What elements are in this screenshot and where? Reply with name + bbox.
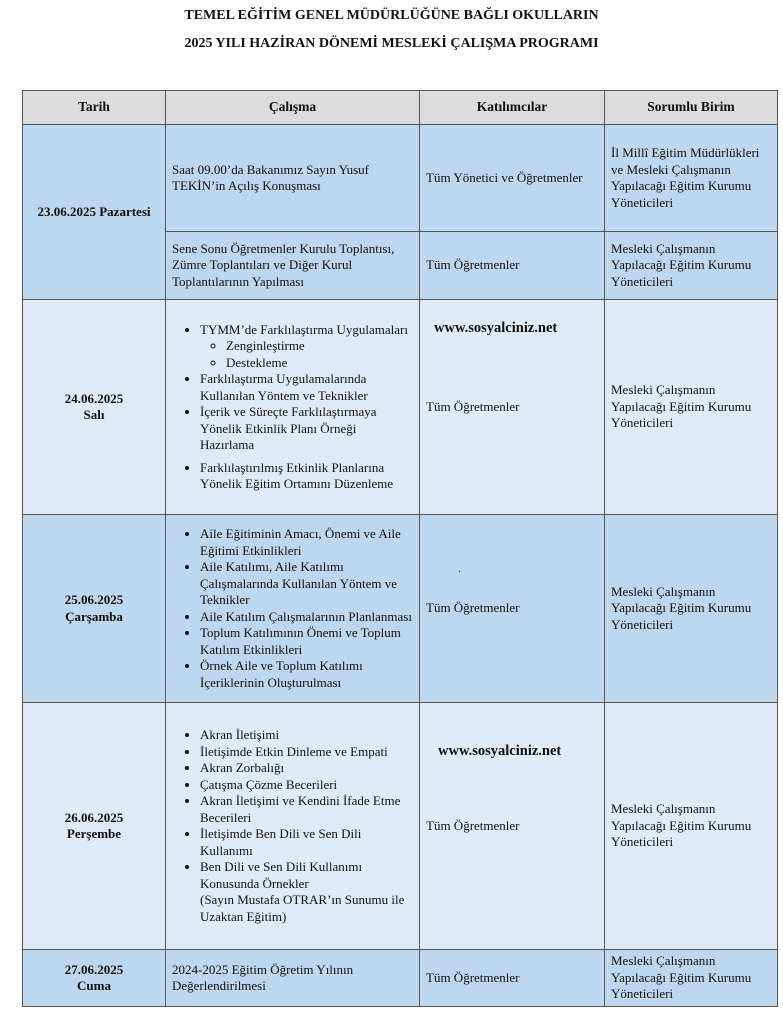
work-cell: TYMM’de Farklılaştırma Uygulamaları Zeng…: [165, 299, 420, 515]
program-table: Tarih Çalışma Katılımcılar Sorumlu Birim…: [22, 90, 778, 1007]
document-title-line1: TEMEL EĞİTİM GENEL MÜDÜRLÜĞÜNE BAĞLI OKU…: [184, 8, 599, 23]
participants-cell: www.sosyalciniz.net Tüm Öğretmenler: [419, 702, 605, 950]
header-participants: Katılımcılar: [419, 90, 605, 125]
work-cell: Aile Eğitiminin Amacı, Önemi ve Aile Eği…: [165, 514, 420, 703]
date-cell: 25.06.2025 Çarşamba: [22, 514, 166, 703]
work-cell: Sene Sonu Öğretmenler Kurulu Toplantısı,…: [165, 231, 420, 300]
date-cell: 24.06.2025 Salı: [22, 299, 166, 515]
header-row: Tarih Çalışma Katılımcılar Sorumlu Birim: [22, 90, 778, 125]
responsible-cell: Mesleki Çalışmanın Yapılacağı Eğitim Kur…: [604, 702, 778, 950]
list-item: Farklılaştırma Uygulamalarında Kullanıla…: [200, 371, 413, 404]
note: (Sayın Mustafa OTRAR’ın Sunumu ile Uzakt…: [200, 892, 405, 924]
responsible-cell: Mesleki Çalışmanın Yapılacağı Eğitim Kur…: [604, 299, 778, 515]
work-cell: Saat 09.00’da Bakanımız Sayın Yusuf TEKİ…: [165, 124, 420, 232]
table-row: Sene Sonu Öğretmenler Kurulu Toplantısı,…: [23, 231, 778, 300]
sub-list-item: Destekleme: [226, 355, 413, 372]
header-date: Tarih: [22, 90, 166, 125]
participants-cell: · Tüm Öğretmenler: [419, 514, 605, 703]
header-work: Çalışma: [165, 90, 420, 125]
day: Çarşamba: [65, 608, 123, 624]
date-cell: 26.06.2025 Perşembe: [22, 702, 166, 950]
date-cell: 23.06.2025 Pazartesi: [22, 124, 166, 300]
list-item: İletişimde Ben Dili ve Sen Dili Kullanım…: [200, 826, 413, 859]
participants-cell: www.sosyalciniz.net Tüm Öğretmenler: [419, 299, 605, 515]
date-cell: 27.06.2025 Cuma: [22, 949, 166, 1007]
sub-list-item: Zenginleştirme: [226, 338, 413, 355]
responsible-cell: İl Millî Eğitim Müdürlükleri ve Mesleki …: [604, 124, 778, 232]
document-title-line2: 2025 YILI HAZİRAN DÖNEMİ MESLEKİ ÇALIŞMA…: [184, 36, 599, 51]
stray-dot: ·: [458, 567, 462, 578]
list-item: Ben Dili ve Sen Dili Kullanımı Konusunda…: [200, 859, 413, 925]
list-item: Örnek Aile ve Toplum Katılımı İçerikleri…: [200, 658, 413, 691]
list-item: TYMM’de Farklılaştırma Uygulamaları Zeng…: [200, 322, 413, 372]
date: 27.06.2025: [64, 961, 124, 977]
list-item: İçerik ve Süreçte Farklılaştırmaya Yönel…: [200, 404, 413, 454]
table-row: 27.06.2025 Cuma 2024-2025 Eğitim Öğretim …: [22, 949, 778, 1007]
watermark: www.sosyalciniz.net: [438, 743, 562, 759]
work-cell: 2024-2025 Eğitim Öğretim Yılının Değerle…: [165, 949, 420, 1007]
list-item: Akran İletişimi: [200, 727, 413, 744]
responsible-cell: Mesleki Çalışmanın Yapılacağı Eğitim Kur…: [604, 949, 778, 1007]
list-item: Toplum Katılımının Önemi ve Toplum Katıl…: [200, 625, 413, 658]
watermark: www.sosyalciniz.net: [434, 320, 558, 336]
participants-cell: Tüm Öğretmenler: [419, 231, 605, 300]
participants-cell: Tüm Öğretmenler: [419, 949, 605, 1007]
list-item: Aile Eğitiminin Amacı, Önemi ve Aile Eği…: [200, 526, 413, 559]
day: Perşembe: [66, 826, 122, 841]
date: 26.06.2025: [64, 809, 124, 825]
list-item: İletişimde Etkin Dinleme ve Empati: [200, 744, 413, 761]
list-item: Akran İletişimi ve Kendini İfade Etme Be…: [200, 793, 413, 826]
date: 25.06.2025: [64, 592, 124, 607]
table-row: 23.06.2025 Pazartesi Saat 09.00’da Bakan…: [22, 124, 778, 300]
list-item: Farklılaştırılmış Etkinlik Planlarına Yö…: [200, 460, 413, 493]
participants-cell: Tüm Yönetici ve Öğretmenler: [419, 124, 605, 232]
responsible-cell: Mesleki Çalışmanın Yapılacağı Eğitim Kur…: [604, 231, 778, 300]
work-cell: Akran İletişimi İletişimde Etkin Dinleme…: [165, 702, 420, 950]
responsible-cell: Mesleki Çalışmanın Yapılacağı Eğitim Kur…: [604, 514, 778, 703]
date: 24.06.2025: [64, 390, 124, 406]
list-item: Aile Katılım Çalışmalarının Planlanması: [200, 609, 413, 626]
list-item: Aile Katılımı, Aile Katılımı Çalışmaları…: [200, 559, 413, 609]
day: Salı: [83, 407, 105, 422]
day: Cuma: [77, 978, 111, 993]
list-item: Çatışma Çözme Becerileri: [200, 777, 413, 794]
list-item: Akran Zorbalığı: [200, 760, 413, 777]
header-responsible: Sorumlu Birim: [604, 90, 778, 125]
